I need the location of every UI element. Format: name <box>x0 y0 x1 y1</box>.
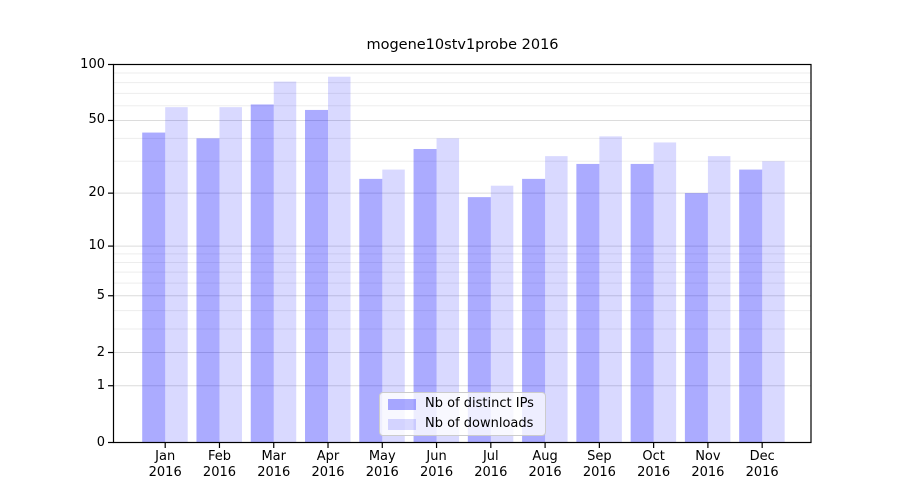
bar-distinct-ips-apr <box>305 109 329 443</box>
y-tick-label-20: 20 <box>88 185 105 201</box>
y-tick-label-50: 50 <box>88 112 105 128</box>
x-tick-label-mar: Mar 2016 <box>257 449 291 480</box>
bar-downloads-may <box>382 169 405 443</box>
x-tick-label-jan: Jan 2016 <box>148 449 182 480</box>
legend-item-distinct-ips: Nb of distinct IPs <box>388 395 537 413</box>
plot-border <box>112 63 812 444</box>
bar-distinct-ips-jan <box>142 132 166 443</box>
bar-downloads-jul <box>490 185 514 443</box>
chart-title: mogene10stv1probe 2016 <box>366 37 559 53</box>
bar-distinct-ips-nov <box>684 193 708 443</box>
bar-distinct-ips-oct <box>630 163 654 443</box>
y-tick-label-1: 1 <box>96 377 105 393</box>
bar-downloads-feb <box>219 107 242 443</box>
y-tick-label-10: 10 <box>88 238 105 254</box>
bar-distinct-ips-aug <box>522 178 546 443</box>
bar-distinct-ips-may <box>359 178 383 443</box>
legend-swatch-downloads <box>388 418 416 430</box>
bar-downloads-sep <box>599 136 622 443</box>
bar-downloads-apr <box>328 76 351 443</box>
y-tick-label-2: 2 <box>96 344 105 360</box>
x-tick-label-nov: Nov 2016 <box>691 449 725 480</box>
legend: Nb of distinct IPs Nb of downloads <box>379 392 546 436</box>
legend-label-downloads: Nb of downloads <box>425 416 534 431</box>
bar-distinct-ips-jul <box>467 197 491 443</box>
bar-downloads-mar <box>273 81 297 443</box>
x-tick-label-jul: Jul 2016 <box>474 449 508 480</box>
x-tick-label-sep: Sep 2016 <box>582 449 616 480</box>
legend-item-downloads: Nb of downloads <box>388 415 537 433</box>
x-tick-label-aug: Aug 2016 <box>528 449 562 480</box>
bar-downloads-jun <box>436 138 460 443</box>
bar-downloads-aug <box>545 156 568 443</box>
legend-label-distinct-ips: Nb of distinct IPs <box>425 396 534 411</box>
x-tick-label-may: May 2016 <box>365 449 399 480</box>
legend-swatch-distinct-ips <box>388 398 416 410</box>
x-tick-label-feb: Feb 2016 <box>202 449 237 480</box>
bar-distinct-ips-dec <box>739 169 763 443</box>
x-tick-label-oct: Oct 2016 <box>637 449 671 480</box>
x-tick-label-apr: Apr 2016 <box>311 449 345 480</box>
bar-distinct-ips-jun <box>413 148 437 443</box>
x-tick-label-jun: Jun 2016 <box>420 449 454 480</box>
y-tick-label-100: 100 <box>80 56 105 72</box>
bar-distinct-ips-feb <box>196 138 220 443</box>
bar-distinct-ips-sep <box>576 163 600 443</box>
x-tick-label-dec: Dec 2016 <box>745 449 779 480</box>
bar-downloads-nov <box>707 156 731 443</box>
bar-downloads-oct <box>653 142 677 443</box>
bar-distinct-ips-mar <box>250 104 274 443</box>
bar-downloads-jan <box>165 107 188 443</box>
bar-downloads-dec <box>762 161 785 443</box>
y-tick-label-0: 0 <box>96 434 105 450</box>
y-tick-label-5: 5 <box>96 287 105 303</box>
